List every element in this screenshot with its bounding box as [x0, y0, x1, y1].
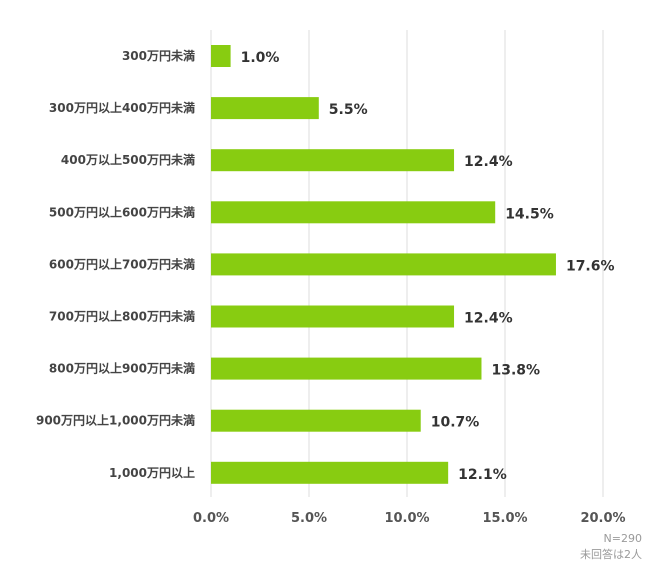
value-label: 12.4%: [464, 311, 513, 327]
value-label: 14.5%: [505, 206, 554, 222]
no-answer-note: 未回答は2人: [580, 548, 642, 561]
value-label: 12.1%: [458, 467, 507, 483]
x-tick-label: 15.0%: [482, 511, 527, 526]
bar: [211, 97, 319, 120]
x-tick-label: 10.0%: [384, 511, 429, 526]
value-label: 5.5%: [329, 102, 368, 118]
x-tick-label: 5.0%: [291, 511, 327, 526]
sample-size-note: N=290: [603, 532, 642, 545]
category-label: 500万円以上600万円未満: [49, 204, 195, 219]
bar: [211, 357, 482, 380]
bar: [211, 149, 455, 172]
category-label: 1,000万円以上: [109, 465, 195, 480]
bar: [211, 305, 455, 328]
category-label: 300万円未満: [122, 48, 195, 63]
bar: [211, 409, 421, 432]
bar: [211, 201, 496, 224]
category-label: 800万円以上900万円未満: [49, 361, 195, 376]
category-label: 600万円以上700万円未満: [49, 256, 195, 271]
x-tick-label: 0.0%: [193, 511, 229, 526]
category-label: 700万円以上800万円未満: [49, 309, 195, 324]
bar: [211, 45, 231, 67]
x-tick-label: 20.0%: [580, 511, 625, 526]
category-label: 300万円以上400万円未満: [49, 100, 195, 115]
value-label: 10.7%: [431, 415, 480, 431]
value-label: 13.8%: [491, 363, 540, 379]
value-label: 1.0%: [241, 50, 280, 66]
category-label: 400万以上500万円未満: [61, 152, 195, 167]
bar: [211, 461, 449, 484]
category-label: 900万円以上1,000万円未満: [36, 413, 195, 428]
value-label: 17.6%: [566, 258, 615, 274]
value-label: 12.4%: [464, 154, 513, 170]
bar: [211, 253, 556, 276]
